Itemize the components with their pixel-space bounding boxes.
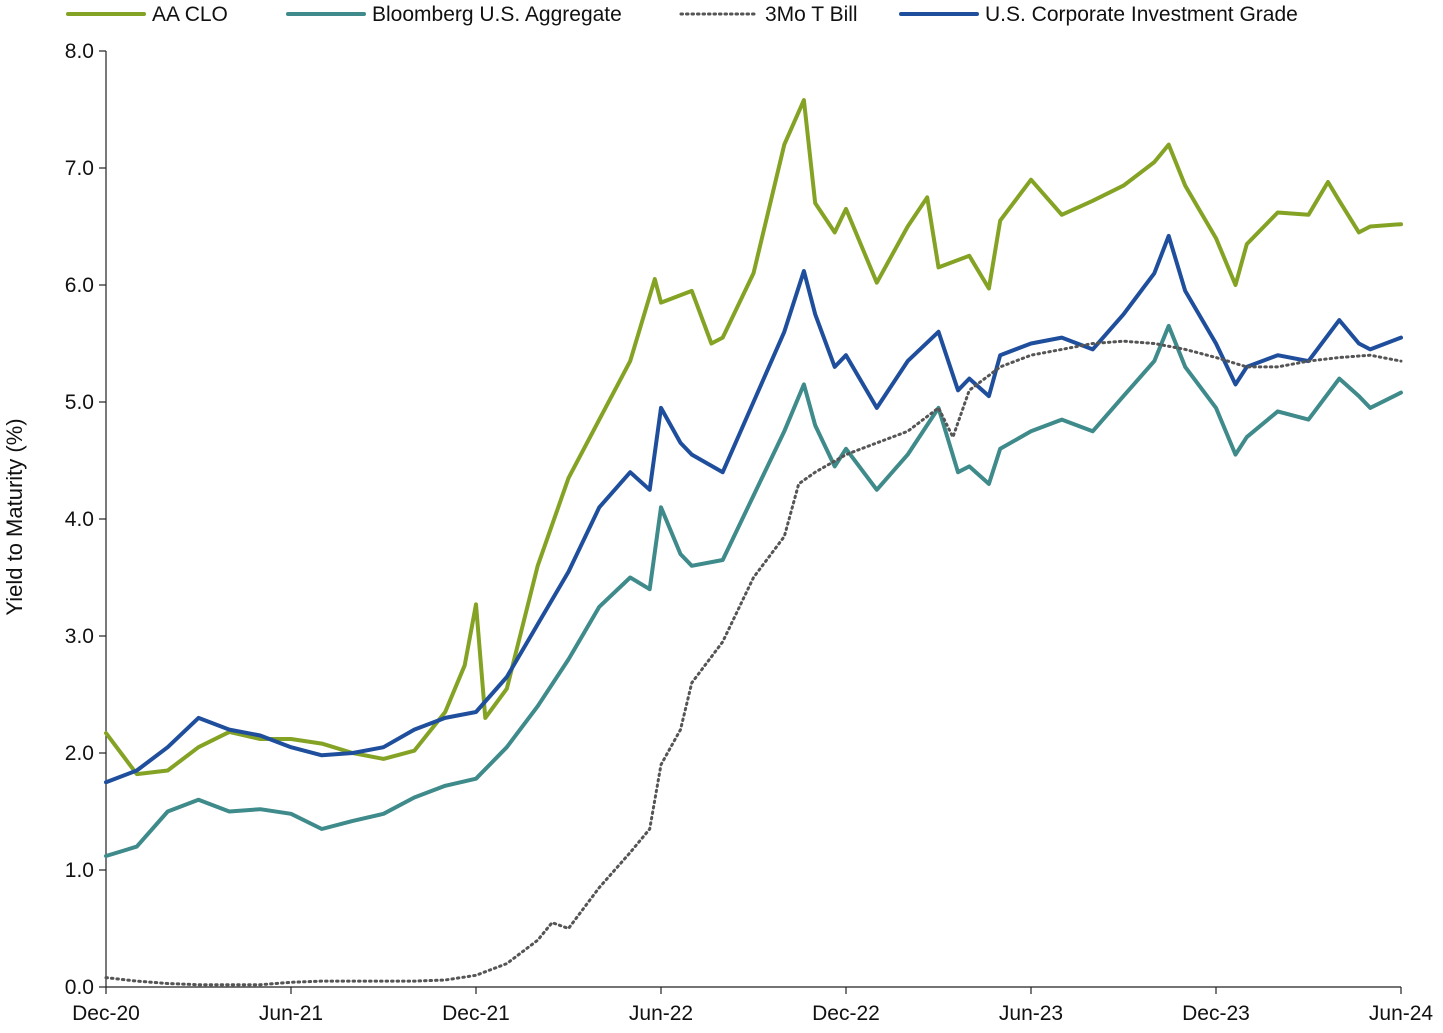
x-tick-label: Dec-22: [812, 1002, 880, 1025]
series-line-2: [104, 339, 1403, 987]
x-tick-label: Dec-21: [442, 1002, 510, 1025]
legend-label: U.S. Corporate Investment Grade: [985, 3, 1298, 26]
y-tick-label: 7.0: [65, 157, 94, 180]
x-tick-label: Jun-21: [259, 1002, 323, 1025]
x-tick-label: Jun-22: [629, 1002, 693, 1025]
y-tick-label: 5.0: [65, 391, 94, 414]
y-tick-label: 1.0: [65, 859, 94, 882]
x-tick-label: Dec-20: [72, 1002, 140, 1025]
x-tick-label: Jun-24: [1369, 1002, 1434, 1025]
y-axis-title-group: Yield to Maturity (%): [2, 418, 27, 615]
legend: AA CLO Bloomberg U.S. Aggregate 3Mo T Bill…: [66, 3, 1298, 26]
y-tick-label: 8.0: [65, 40, 94, 63]
y-axis-title: Yield to Maturity (%): [2, 418, 27, 615]
y-tick-label: 0.0: [65, 976, 94, 999]
x-axis: Dec-20 Jun-21 Dec-21 Jun-22 Dec-22 Jun-23 Dec-…: [72, 986, 1434, 1025]
y-tick-label: 3.0: [65, 625, 94, 648]
series-line-3: [104, 233, 1403, 785]
legend-label: 3Mo T Bill: [765, 3, 858, 26]
series-line-1: [104, 323, 1403, 858]
legend-label: AA CLO: [152, 3, 228, 26]
x-tick-label: Jun-23: [999, 1002, 1063, 1025]
series-layer: [104, 98, 1403, 987]
series-line-0: [104, 98, 1403, 777]
y-tick-label: 4.0: [65, 508, 94, 531]
y-axis: 0.0 1.0 2.0 3.0 4.0 5.0 6.0 7.0 8.0: [65, 40, 107, 999]
y-tick-label: 6.0: [65, 274, 94, 297]
legend-label: Bloomberg U.S. Aggregate: [372, 3, 622, 26]
x-tick-label: Dec-23: [1182, 1002, 1250, 1025]
y-tick-label: 2.0: [65, 742, 94, 765]
